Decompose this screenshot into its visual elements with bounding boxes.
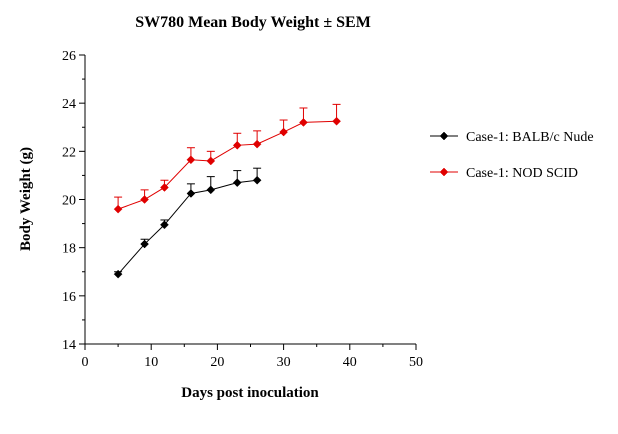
series-line (117, 120, 337, 210)
x-tick-labels: 0 10 20 30 40 50 (82, 355, 424, 370)
data-point (206, 185, 216, 195)
data-point (232, 140, 242, 150)
data-point (113, 204, 123, 214)
data-point (186, 155, 196, 165)
y-tick-label: 20 (62, 194, 76, 209)
y-tick-label: 18 (62, 242, 76, 257)
data-point (140, 195, 149, 204)
y-tick-label: 14 (62, 338, 76, 353)
legend-marker (439, 131, 449, 141)
x-tick-label: 20 (210, 355, 224, 370)
plot-series (113, 103, 341, 279)
axes (79, 54, 417, 350)
chart-title: SW780 Mean Body Weight ± SEM (135, 14, 371, 31)
data-point (299, 118, 308, 127)
y-axis-label: Body Weight (g) (18, 147, 34, 251)
series-1 (113, 167, 262, 279)
series-2 (113, 103, 341, 214)
data-point (279, 127, 288, 137)
y-tick-label: 26 (62, 49, 76, 64)
x-tick-label: 10 (144, 355, 158, 370)
legend-item: Case-1: NOD SCID (430, 166, 578, 181)
x-axis-label: Days post inoculation (181, 385, 319, 401)
y-tick-label: 16 (62, 290, 76, 305)
x-tick-label: 50 (409, 355, 423, 370)
x-tick-label: 0 (82, 355, 89, 370)
y-tick-label: 24 (62, 97, 76, 112)
data-point (160, 220, 169, 230)
data-point (252, 175, 262, 185)
data-point (186, 189, 196, 198)
data-point (252, 139, 262, 149)
data-point (140, 239, 149, 249)
data-point (232, 178, 242, 187)
y-tick-labels: 14 16 18 20 22 24 26 (62, 49, 76, 353)
x-tick-label: 30 (277, 355, 291, 370)
data-point (332, 116, 341, 126)
legend: Case-1: BALB/c Nude Case-1: NOD SCID (430, 130, 594, 181)
y-tick-label: 22 (62, 145, 76, 160)
legend-marker (439, 167, 449, 177)
legend-item: Case-1: BALB/c Nude (430, 130, 594, 145)
legend-label: Case-1: NOD SCID (466, 166, 578, 181)
data-point (160, 183, 169, 192)
legend-label: Case-1: BALB/c Nude (466, 130, 594, 145)
data-point (113, 269, 123, 279)
data-point (206, 156, 216, 166)
x-tick-label: 40 (343, 355, 357, 370)
